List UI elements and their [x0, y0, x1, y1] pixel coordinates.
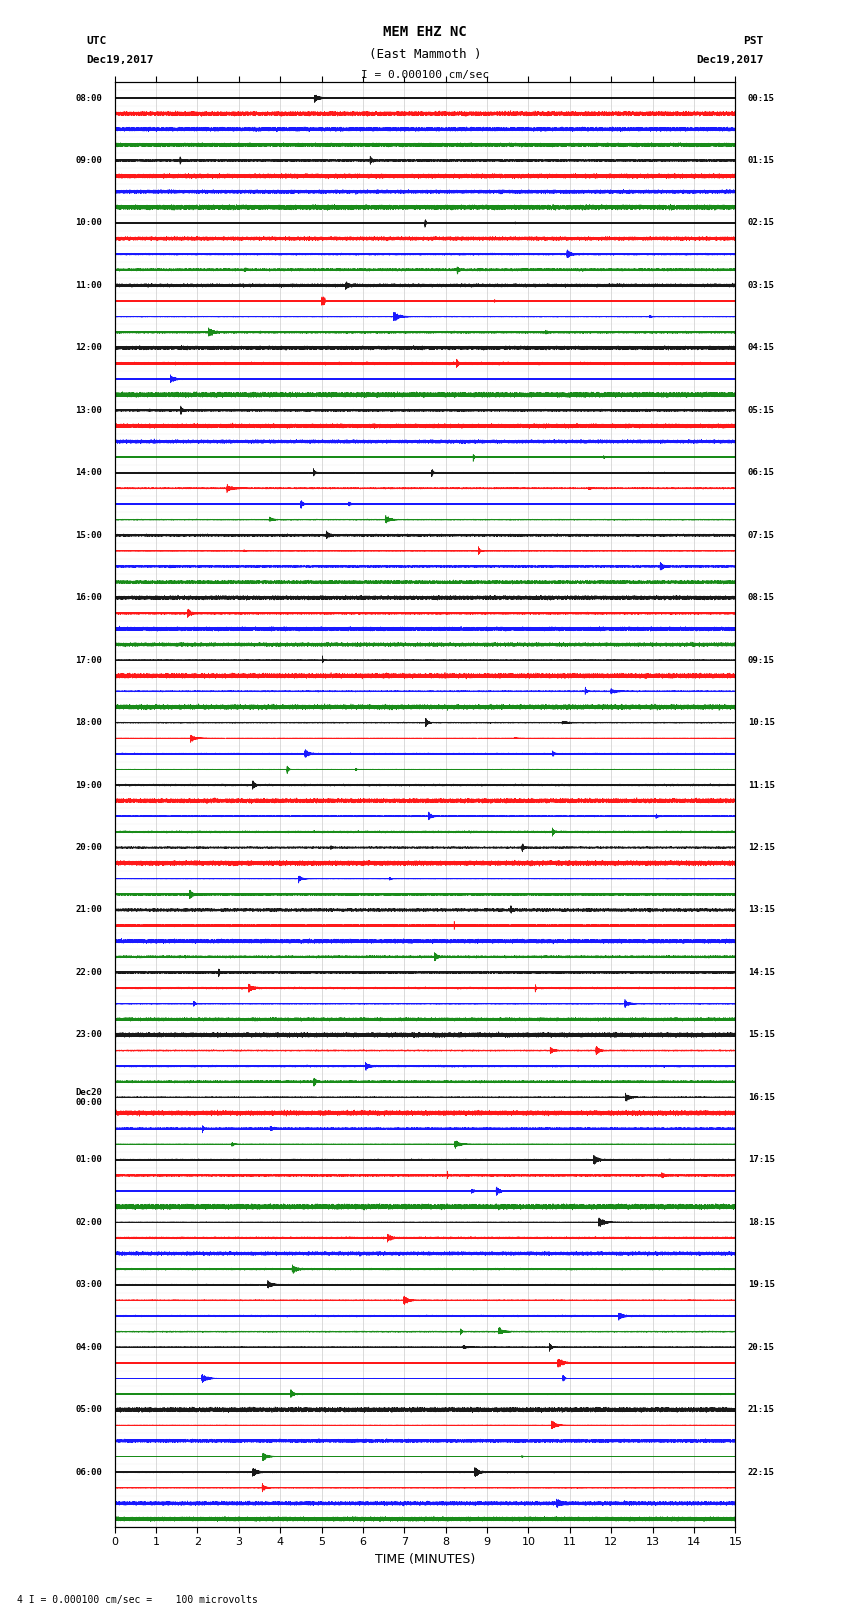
Text: 4 I = 0.000100 cm/sec =    100 microvolts: 4 I = 0.000100 cm/sec = 100 microvolts	[17, 1595, 258, 1605]
Text: 23:00: 23:00	[76, 1031, 102, 1039]
Text: 06:00: 06:00	[76, 1468, 102, 1476]
Text: 12:15: 12:15	[748, 844, 774, 852]
Text: 15:00: 15:00	[76, 531, 102, 540]
Text: 04:00: 04:00	[76, 1342, 102, 1352]
Text: 18:00: 18:00	[76, 718, 102, 727]
Text: 15:15: 15:15	[748, 1031, 774, 1039]
Text: Dec20
00:00: Dec20 00:00	[76, 1087, 102, 1107]
Text: 17:00: 17:00	[76, 655, 102, 665]
Text: 03:00: 03:00	[76, 1281, 102, 1289]
Text: UTC: UTC	[87, 35, 107, 47]
Text: 22:15: 22:15	[748, 1468, 774, 1476]
Text: 05:15: 05:15	[748, 406, 774, 415]
Text: 07:15: 07:15	[748, 531, 774, 540]
Text: 20:15: 20:15	[748, 1342, 774, 1352]
X-axis label: TIME (MINUTES): TIME (MINUTES)	[375, 1553, 475, 1566]
Text: 16:15: 16:15	[748, 1094, 774, 1102]
Text: Dec19,2017: Dec19,2017	[87, 55, 154, 65]
Text: 17:15: 17:15	[748, 1155, 774, 1165]
Text: 14:15: 14:15	[748, 968, 774, 977]
Text: MEM EHZ NC: MEM EHZ NC	[383, 26, 467, 39]
Text: 10:15: 10:15	[748, 718, 774, 727]
Text: 13:00: 13:00	[76, 406, 102, 415]
Text: 14:00: 14:00	[76, 468, 102, 477]
Text: 19:15: 19:15	[748, 1281, 774, 1289]
Text: 00:15: 00:15	[748, 94, 774, 103]
Text: 03:15: 03:15	[748, 281, 774, 290]
Text: 10:00: 10:00	[76, 218, 102, 227]
Text: 20:00: 20:00	[76, 844, 102, 852]
Text: 09:00: 09:00	[76, 156, 102, 165]
Text: 01:00: 01:00	[76, 1155, 102, 1165]
Text: 12:00: 12:00	[76, 344, 102, 352]
Text: 16:00: 16:00	[76, 594, 102, 602]
Text: 06:15: 06:15	[748, 468, 774, 477]
Text: 08:00: 08:00	[76, 94, 102, 103]
Text: 19:00: 19:00	[76, 781, 102, 789]
Text: 08:15: 08:15	[748, 594, 774, 602]
Text: 04:15: 04:15	[748, 344, 774, 352]
Text: 21:00: 21:00	[76, 905, 102, 915]
Text: (East Mammoth ): (East Mammoth )	[369, 48, 481, 61]
Text: 05:00: 05:00	[76, 1405, 102, 1415]
Text: 02:15: 02:15	[748, 218, 774, 227]
Text: 22:00: 22:00	[76, 968, 102, 977]
Text: PST: PST	[743, 35, 763, 47]
Text: 21:15: 21:15	[748, 1405, 774, 1415]
Text: I = 0.000100 cm/sec: I = 0.000100 cm/sec	[361, 69, 489, 79]
Text: 09:15: 09:15	[748, 655, 774, 665]
Text: 18:15: 18:15	[748, 1218, 774, 1227]
Text: 11:00: 11:00	[76, 281, 102, 290]
Text: 01:15: 01:15	[748, 156, 774, 165]
Text: 02:00: 02:00	[76, 1218, 102, 1227]
Text: Dec19,2017: Dec19,2017	[696, 55, 763, 65]
Text: 11:15: 11:15	[748, 781, 774, 789]
Text: 13:15: 13:15	[748, 905, 774, 915]
